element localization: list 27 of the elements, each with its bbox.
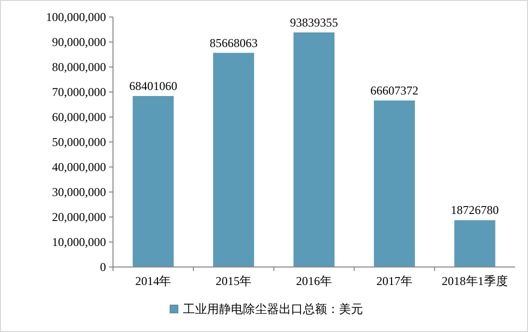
bar bbox=[294, 32, 334, 267]
data-label: 66607372 bbox=[370, 83, 418, 98]
data-label: 85668063 bbox=[210, 36, 258, 50]
x-tick-label: 2016年 bbox=[296, 274, 332, 288]
y-tick-label: 20,000,000 bbox=[52, 210, 106, 224]
data-label: 18726780 bbox=[450, 203, 499, 218]
y-tick-label: 30,000,000 bbox=[52, 185, 106, 200]
x-tick-label: 2015年 bbox=[216, 274, 252, 288]
y-tick-label: 60,000,000 bbox=[52, 110, 106, 124]
bar bbox=[132, 96, 174, 267]
y-tick-label: 40,000,000 bbox=[52, 160, 106, 174]
y-tick-label: 0 bbox=[100, 260, 106, 274]
bar bbox=[213, 52, 254, 267]
y-tick-label: 10,000,000 bbox=[52, 235, 106, 250]
y-tick-label: 100,000,000 bbox=[46, 10, 106, 24]
y-tick-label: 50,000,000 bbox=[52, 135, 106, 150]
data-label: 68401060 bbox=[129, 78, 178, 93]
x-tick-label: 2017年 bbox=[376, 274, 412, 288]
x-tick-label: 2014年 bbox=[135, 274, 172, 288]
x-tick-label: 2018年1季度 bbox=[442, 274, 508, 288]
y-tick-label: 70,000,000 bbox=[52, 85, 106, 100]
bar bbox=[454, 220, 496, 267]
legend-label: 工业用静电除尘器出口总额：美元 bbox=[183, 302, 363, 316]
bar bbox=[374, 100, 415, 267]
data-label: 93839355 bbox=[290, 15, 338, 30]
y-tick-label: 80,000,000 bbox=[52, 60, 106, 74]
y-tick-label: 90,000,000 bbox=[52, 35, 106, 50]
